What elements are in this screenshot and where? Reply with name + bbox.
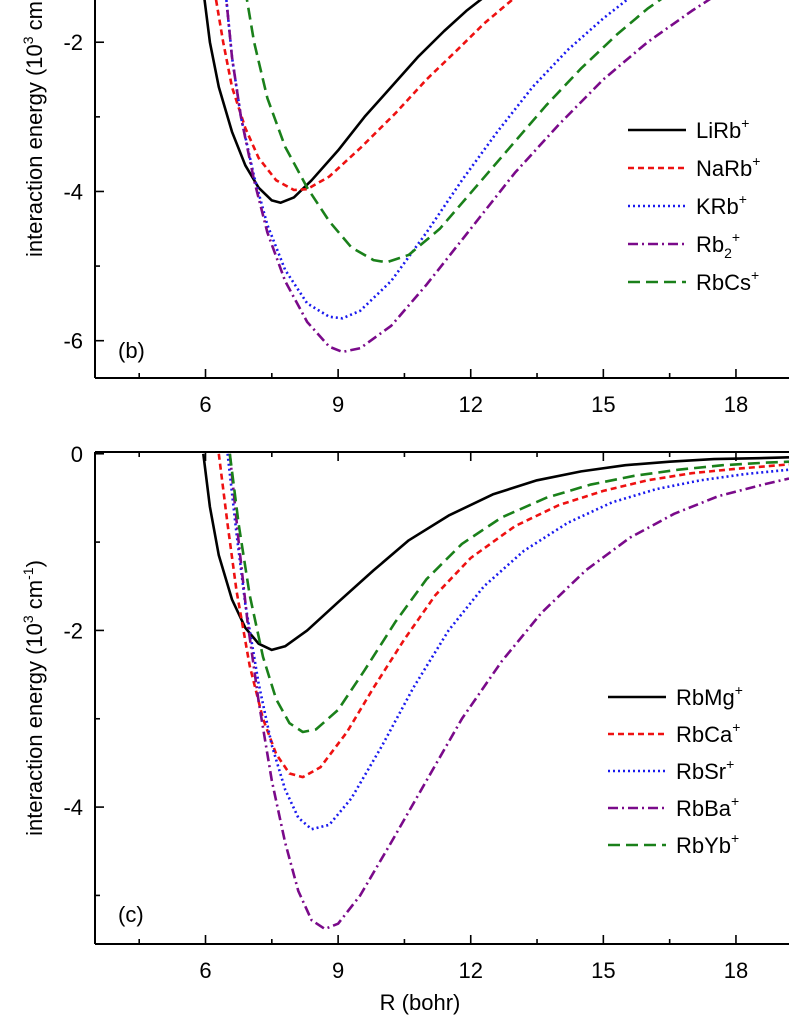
series-line-rbcs bbox=[245, 0, 663, 264]
y-tick-label: -4 bbox=[63, 795, 83, 820]
legend-label: RbSr+ bbox=[676, 756, 734, 784]
legend-label: RbCs+ bbox=[696, 267, 759, 295]
y-tick-label: -6 bbox=[63, 329, 83, 354]
series-line-rbmg bbox=[202, 453, 789, 652]
legend-label: NaRb+ bbox=[696, 153, 760, 181]
series-line-rbca bbox=[217, 453, 789, 779]
x-tick-label: 15 bbox=[591, 958, 615, 983]
series-line-rbyb bbox=[228, 453, 789, 734]
panel-b: 6 9 12 15 18 -2 -4 -6 interaction energy (103 cm… bbox=[20, 0, 789, 417]
panel-c: 6 9 12 15 18 0 -2 -4 interaction energy (103 cm-… bbox=[20, 442, 789, 1015]
series-line-rb2 bbox=[225, 0, 711, 354]
x-tick-label: 9 bbox=[332, 392, 344, 417]
y-axis-title: interaction energy (103 cm-1) bbox=[20, 560, 47, 836]
y-tick-label: -2 bbox=[63, 30, 83, 55]
y-tick-label: -2 bbox=[63, 618, 83, 643]
y-axis-title: interaction energy (103 cm bbox=[20, 1, 47, 257]
x-tick-label: 18 bbox=[724, 392, 748, 417]
x-tick-label: 6 bbox=[199, 392, 211, 417]
x-tick-label: 6 bbox=[199, 958, 211, 983]
series-line-rbba bbox=[228, 453, 789, 931]
y-tick-label: 0 bbox=[71, 442, 83, 467]
y-tick-label: -4 bbox=[63, 179, 83, 204]
legend-label: LiRb+ bbox=[696, 115, 749, 143]
legend-label: KRb+ bbox=[696, 191, 747, 219]
panel-label: (b) bbox=[118, 338, 145, 363]
x-tick-label: 18 bbox=[724, 958, 748, 983]
panel-label: (c) bbox=[118, 902, 144, 927]
legend-label: RbMg+ bbox=[676, 682, 743, 710]
x-tick-label: 12 bbox=[458, 958, 482, 983]
x-tick-label: 12 bbox=[458, 392, 482, 417]
legend-label: RbCa+ bbox=[676, 719, 740, 747]
x-axis-title: R (bohr) bbox=[380, 990, 461, 1015]
series-line-lirb bbox=[203, 0, 483, 204]
series-line-krb bbox=[225, 0, 629, 320]
x-tick-label: 15 bbox=[591, 392, 615, 417]
legend-label: Rb2+ bbox=[696, 229, 740, 261]
series-line-narb bbox=[214, 0, 514, 192]
legend-label: RbBa+ bbox=[676, 793, 739, 821]
x-tick-label: 9 bbox=[332, 958, 344, 983]
legend-label: RbYb+ bbox=[676, 830, 739, 858]
